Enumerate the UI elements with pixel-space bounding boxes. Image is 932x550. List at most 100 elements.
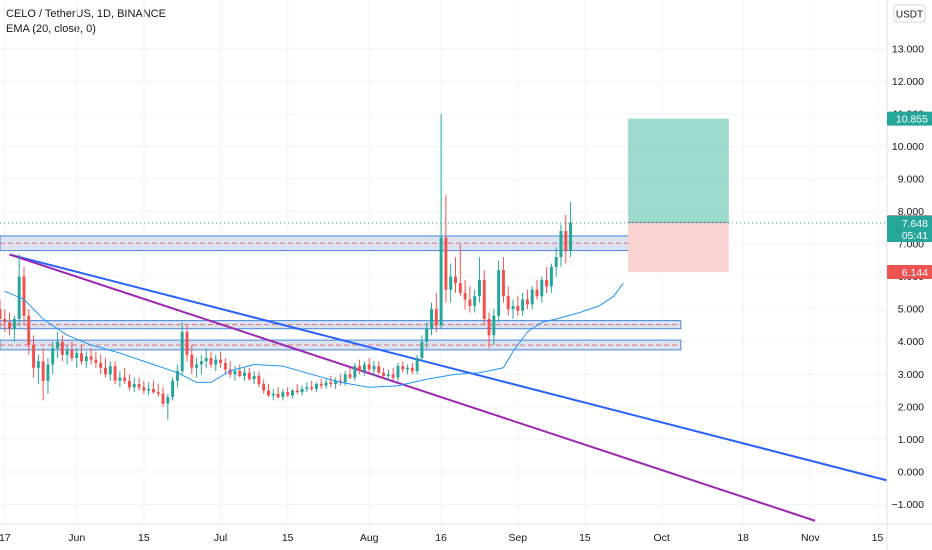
trendline[interactable]	[9, 253, 888, 482]
candle-body	[348, 374, 352, 378]
candle-body	[267, 390, 270, 396]
time-tick-label: 16	[435, 532, 447, 544]
time-tick-label: Jul	[214, 532, 227, 544]
candle-body	[12, 318, 16, 329]
ema-path	[4, 282, 624, 388]
take-profit-zone[interactable]	[628, 118, 729, 223]
candle-body	[501, 270, 505, 297]
candle-body	[65, 349, 69, 355]
candle-body	[353, 366, 357, 378]
candle-body	[228, 369, 232, 375]
candle-body	[358, 366, 362, 372]
candle-body	[521, 299, 525, 311]
candle-body	[84, 356, 88, 362]
candles	[0, 113, 573, 420]
candle-body	[540, 279, 544, 297]
price-tag-label: 10.855	[896, 114, 928, 126]
candle-body	[127, 380, 131, 388]
time-tick-label: 15	[282, 532, 294, 544]
candle-body	[492, 315, 496, 336]
price-axis[interactable]: 13.00012.00011.00010.0009.0008.0007.0006…	[892, 43, 925, 511]
candle-body	[137, 384, 141, 388]
time-tick-label: Aug	[360, 532, 379, 544]
time-tick-label: Nov	[801, 532, 820, 544]
time-tick-label: 15	[579, 532, 591, 544]
candle-body	[338, 380, 342, 383]
price-tick-label: 5.000	[898, 304, 924, 316]
candle-body	[362, 364, 366, 372]
candle-body	[281, 392, 285, 398]
candle-body	[262, 384, 266, 391]
candle-body	[454, 276, 457, 284]
candle-body	[233, 371, 237, 375]
stop-loss-zone[interactable]	[628, 222, 729, 272]
candle-body	[530, 289, 534, 305]
price-tick-label: 13.000	[892, 43, 924, 55]
time-tick-label: Sep	[508, 532, 527, 544]
candle-body	[238, 371, 242, 376]
candle-body	[180, 331, 184, 372]
candle-body	[60, 341, 64, 355]
trendlines[interactable]	[9, 253, 888, 522]
candle-body	[473, 296, 477, 306]
price-tick-label: 12.000	[892, 76, 924, 88]
candle-body	[56, 341, 60, 349]
candle-body	[439, 237, 443, 326]
price-tick-label: 8.000	[898, 206, 924, 218]
candle-body	[195, 364, 199, 368]
candle-body	[243, 372, 247, 376]
price-tick-label: 1.000	[898, 434, 924, 446]
price-tick-label: 10.000	[892, 141, 924, 153]
candle-body	[506, 296, 510, 310]
candle-body	[171, 380, 175, 398]
candle-body	[401, 366, 405, 370]
candle-body	[271, 393, 275, 396]
candle-body	[425, 328, 429, 342]
candle-body	[415, 358, 419, 372]
candle-body	[252, 375, 256, 380]
candle-body	[511, 305, 515, 310]
time-tick-label: Jun	[68, 532, 85, 544]
candle-body	[305, 387, 309, 389]
candle-body	[420, 341, 424, 359]
candle-body	[219, 359, 223, 363]
candle-body	[3, 318, 7, 323]
currency-label: USDT	[896, 10, 923, 21]
candle-body	[286, 392, 290, 396]
candle-body	[99, 362, 103, 368]
long-position-tool[interactable]	[0, 118, 887, 272]
currency-button[interactable]: USDT	[893, 4, 926, 23]
candle-body	[310, 387, 314, 389]
ema-indicator-label[interactable]: EMA (20, close, 0)	[6, 23, 96, 35]
time-axis[interactable]: 17 Jun 15 Jul 15 Aug 16 Sep 15 Oct 18 Nov 15	[0, 532, 883, 544]
candle-body	[290, 390, 294, 396]
candle-body	[94, 359, 98, 363]
price-tag-countdown: 05:41	[902, 230, 928, 242]
candle-body	[247, 372, 251, 380]
candle-body	[559, 231, 563, 258]
price-tag-label: 7.648	[902, 218, 928, 230]
candle-body	[319, 384, 323, 386]
candle-body	[549, 266, 553, 287]
candle-body	[41, 361, 45, 381]
candle-body	[70, 349, 74, 359]
candle-body	[386, 374, 390, 376]
candle-body	[497, 270, 501, 316]
candle-body	[391, 374, 395, 378]
candle-body	[113, 366, 117, 381]
candle-body	[377, 366, 381, 373]
candle-body	[367, 364, 371, 370]
candle-body	[36, 361, 40, 368]
price-tick-label: 9.000	[898, 174, 924, 186]
candle-body	[199, 361, 203, 365]
candle-body	[223, 362, 227, 370]
candle-body	[108, 366, 112, 375]
candle-body	[525, 299, 529, 305]
candle-body	[103, 367, 107, 375]
trendline[interactable]	[9, 253, 816, 522]
candle-body	[300, 388, 304, 393]
candle-body	[535, 289, 539, 297]
candle-body	[276, 393, 280, 398]
